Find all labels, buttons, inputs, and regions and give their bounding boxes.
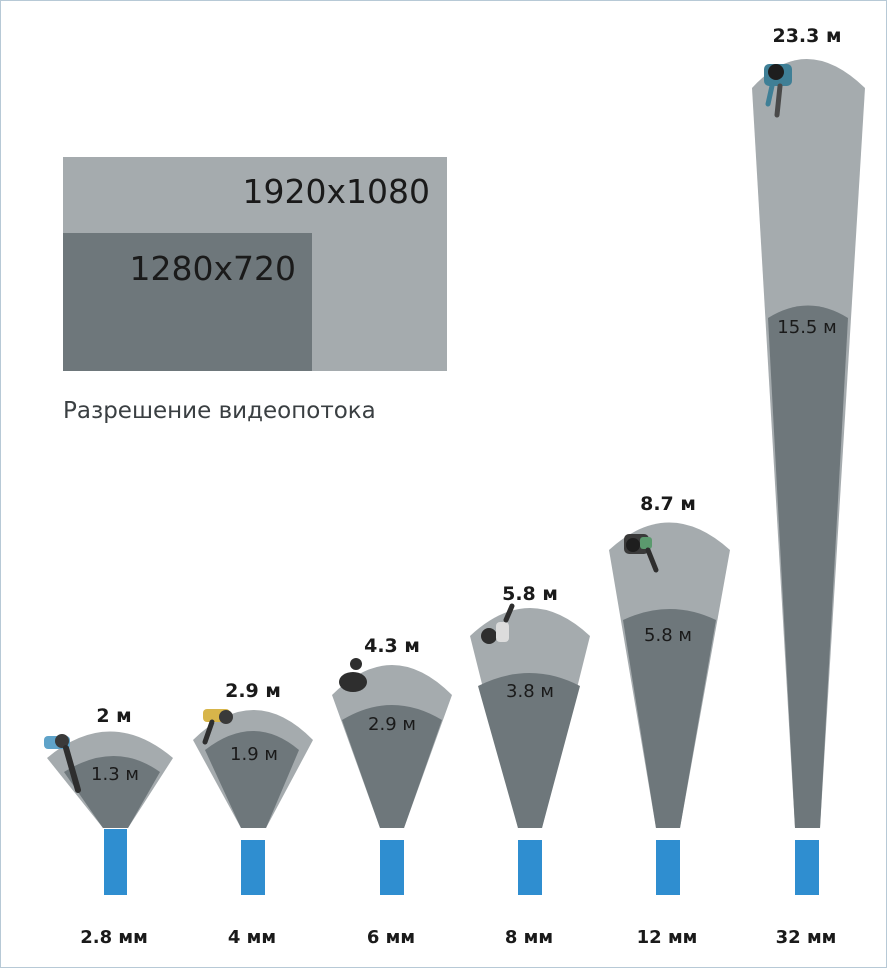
focal-label-32mm: 32 мм <box>776 927 837 948</box>
near-zone-32mm <box>768 305 848 828</box>
width-720-label-2-8mm: 1.3 м <box>91 764 139 785</box>
width-720-label-12mm: 5.8 м <box>644 625 692 646</box>
person-icon <box>44 734 81 793</box>
camera-4mm <box>241 840 265 895</box>
person-icon <box>339 658 367 692</box>
width-1080-label-8mm: 5.8 м <box>502 583 558 605</box>
near-zone-4mm <box>205 731 299 828</box>
lens-group-4mm: 2.9 м 1.9 м 4 мм <box>193 680 313 948</box>
width-1080-label-12mm: 8.7 м <box>640 493 696 515</box>
near-zone-8mm <box>478 673 580 828</box>
legend-1080-label: 1920x1080 <box>243 172 431 211</box>
lens-group-6mm: 4.3 м 2.9 м 6 мм <box>332 635 452 948</box>
near-zone-12mm <box>623 609 716 828</box>
width-720-label-4mm: 1.9 м <box>230 744 278 765</box>
legend-caption: Разрешение видеопотока <box>63 398 376 424</box>
focal-label-4mm: 4 мм <box>228 927 276 948</box>
width-1080-label-4mm: 2.9 м <box>225 680 281 702</box>
width-1080-label-2-8mm: 2 м <box>96 705 131 727</box>
near-zone-6mm <box>342 705 442 828</box>
legend-720-box <box>63 233 312 371</box>
lens-group-2-8mm: 2 м 1.3 м 2.8 мм <box>44 705 173 948</box>
camera-6mm <box>380 840 404 895</box>
camera-2-8mm <box>104 829 127 895</box>
lens-group-32mm: 23.3 м 15.5 м 32 мм <box>752 25 865 948</box>
person-icon <box>624 534 659 573</box>
width-720-label-6mm: 2.9 м <box>368 714 416 735</box>
near-zone-2-8mm <box>64 756 160 828</box>
lens-group-12mm: 8.7 м 5.8 м 12 мм <box>609 493 730 948</box>
focal-label-8mm: 8 мм <box>505 927 553 948</box>
lens-group-8mm: 5.8 м 3.8 м 8 мм <box>470 583 590 948</box>
width-1080-label-6mm: 4.3 м <box>364 635 420 657</box>
focal-label-12mm: 12 мм <box>637 927 698 948</box>
focal-label-2-8mm: 2.8 мм <box>80 927 148 948</box>
camera-8mm <box>518 840 542 895</box>
legend-720-label: 1280x720 <box>130 249 297 288</box>
resolution-legend: 1920x1080 1280x720 Разрешение видеопоток… <box>63 157 447 424</box>
camera-12mm <box>656 840 680 895</box>
camera-32mm <box>795 840 819 895</box>
focal-label-6mm: 6 мм <box>367 927 415 948</box>
width-720-label-32mm: 15.5 м <box>777 317 836 338</box>
person-icon <box>764 64 792 118</box>
width-1080-label-32mm: 23.3 м <box>772 25 841 47</box>
person-icon <box>202 709 233 745</box>
width-720-label-8mm: 3.8 м <box>506 681 554 702</box>
person-icon <box>481 603 515 644</box>
